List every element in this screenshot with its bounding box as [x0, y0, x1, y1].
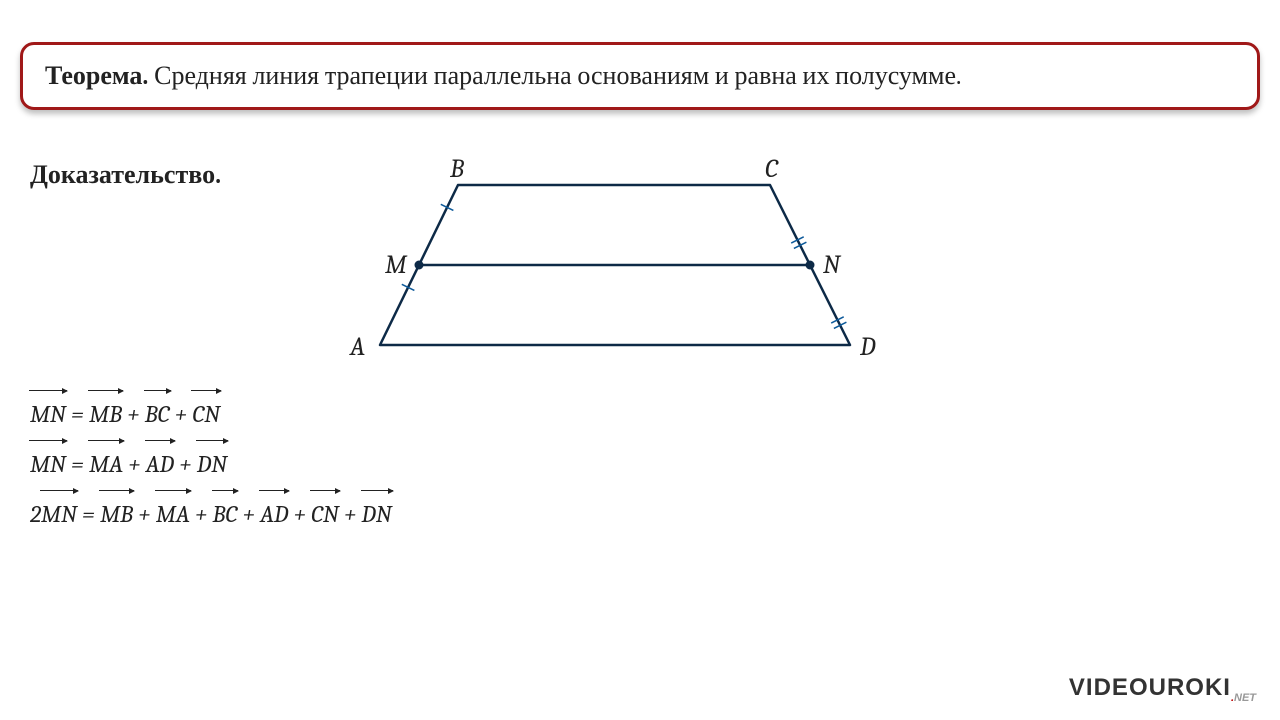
- theorem-label: Теорема.: [45, 61, 148, 91]
- svg-text:N: N: [823, 250, 842, 280]
- watermark-main: VIDEOUROKI: [1069, 674, 1231, 701]
- svg-text:D: D: [859, 332, 876, 362]
- theorem-body: Средняя линия трапеции параллельна основ…: [154, 61, 961, 91]
- trapezoid-diagram: A B C D M N: [340, 155, 900, 375]
- equation-row: MN = MB + BC + CN: [30, 390, 392, 436]
- svg-text:M: M: [385, 250, 408, 280]
- theorem-text: Теорема. Средняя линия трапеции параллел…: [45, 61, 961, 91]
- theorem-box: Теорема. Средняя линия трапеции параллел…: [20, 42, 1260, 110]
- equations-block: MN = MB + BC + CNMN = MA + AD + DN2MN = …: [30, 390, 392, 541]
- equation-row: MN = MA + AD + DN: [30, 440, 392, 486]
- watermark: VIDEOUROKI.NET: [1069, 674, 1256, 704]
- equation-row: 2MN = MB + MA + BC + AD + CN + DN: [30, 490, 392, 536]
- svg-text:C: C: [765, 155, 779, 184]
- svg-text:A: A: [349, 332, 365, 362]
- proof-label: Доказательство.: [30, 160, 221, 190]
- svg-text:B: B: [449, 155, 464, 184]
- watermark-suffix: .NET: [1231, 692, 1256, 704]
